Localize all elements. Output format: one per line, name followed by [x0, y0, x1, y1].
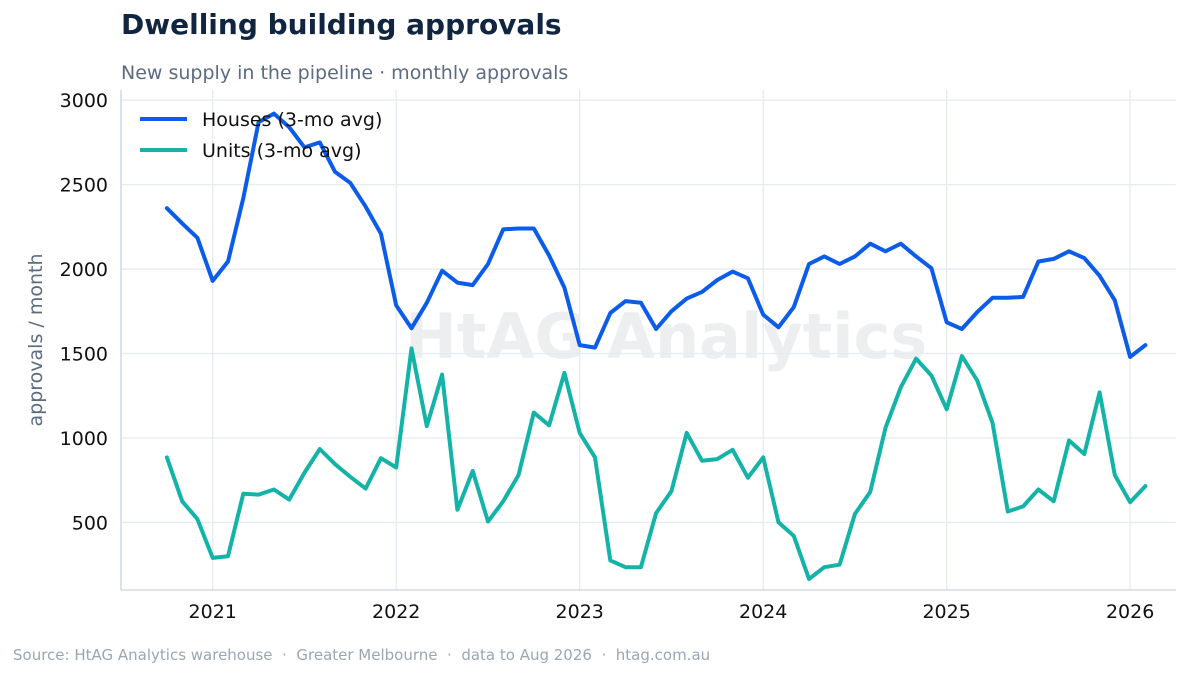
y-tick-label: 2500 — [60, 175, 108, 197]
series-line-2 — [164, 346, 1148, 581]
legend-label-1: Houses (3-mo avg) — [202, 109, 382, 131]
x-tick-label: 2025 — [922, 601, 970, 623]
ticks: 500 1000 1500 2000 2500 3000 2021 2022 2023 2024 2… — [60, 90, 1155, 623]
y-tick-label: 2000 — [60, 259, 108, 281]
watermark: HtAG Analytics — [405, 300, 928, 373]
x-tick-label: 2021 — [189, 601, 237, 623]
chart-title: Dwelling building approvals — [121, 8, 562, 41]
y-tick-label: 1000 — [60, 428, 108, 450]
y-tick-label: 3000 — [60, 90, 108, 112]
x-tick-label: 2023 — [556, 601, 604, 623]
axes — [120, 90, 1176, 591]
legend: Houses (3-mo avg) Units (3-mo avg) — [140, 109, 382, 162]
grid — [121, 90, 1176, 590]
y-tick-label: 500 — [72, 512, 108, 534]
x-tick-label: 2026 — [1106, 601, 1154, 623]
series-line-1 — [164, 111, 1148, 359]
legend-label-2: Units (3-mo avg) — [202, 140, 362, 162]
x-tick-label: 2024 — [739, 601, 787, 623]
y-axis-label: approvals / month — [25, 254, 47, 427]
y-tick-label: 1500 — [60, 344, 108, 366]
x-tick-label: 2022 — [372, 601, 420, 623]
source-note: Source: HtAG Analytics warehouse · Great… — [13, 646, 711, 664]
chart-subtitle: New supply in the pipeline · monthly app… — [121, 62, 569, 84]
series-lines — [164, 111, 1148, 581]
